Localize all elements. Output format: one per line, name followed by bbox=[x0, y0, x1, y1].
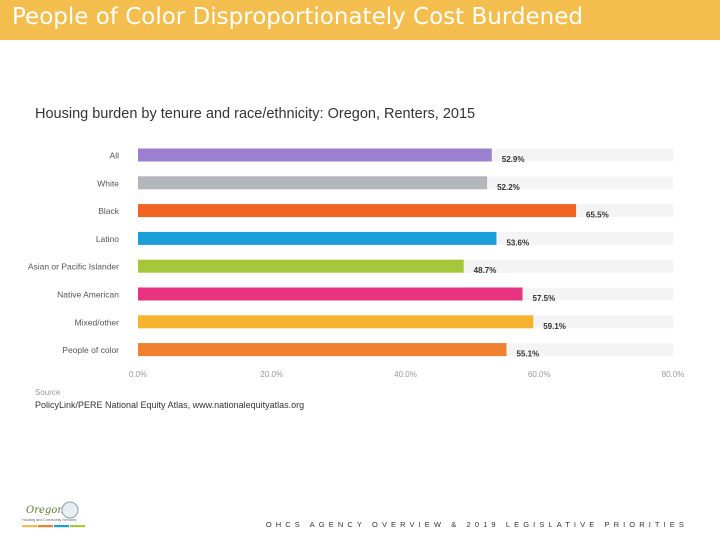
bar bbox=[138, 231, 497, 245]
x-tick-label: 80.0% bbox=[662, 370, 685, 379]
value-label: 53.6% bbox=[506, 238, 529, 247]
footer-text: OHCS AGENCY OVERVIEW & 2019 LEGISLATIVE … bbox=[265, 520, 688, 529]
bar bbox=[138, 204, 577, 218]
category-label: White bbox=[97, 178, 119, 188]
source-label: Source bbox=[35, 388, 61, 397]
bar bbox=[138, 148, 492, 162]
value-label: 59.1% bbox=[543, 322, 566, 331]
x-tick-label: 0.0% bbox=[129, 370, 147, 379]
header-bar: People of Color Disproportionately Cost … bbox=[0, 0, 720, 40]
bar bbox=[138, 287, 523, 301]
svg-text:Housing and Community Services: Housing and Community Services bbox=[22, 518, 76, 522]
value-label: 57.5% bbox=[533, 294, 556, 303]
bar bbox=[138, 343, 507, 357]
category-label: Latino bbox=[96, 234, 119, 244]
value-label: 48.7% bbox=[474, 266, 497, 275]
bar bbox=[138, 259, 464, 273]
svg-text:Oregon: Oregon bbox=[26, 505, 64, 516]
value-label: 55.1% bbox=[516, 350, 539, 359]
value-label: 52.2% bbox=[497, 183, 520, 192]
oregon-housing-logo: Oregon Housing and Community Services bbox=[22, 501, 85, 528]
source-text: PolicyLink/PERE National Equity Atlas, w… bbox=[35, 400, 305, 410]
chart-title: Housing burden by tenure and race/ethnic… bbox=[35, 106, 476, 122]
category-label: Mixed/other bbox=[75, 317, 120, 327]
value-label: 65.5% bbox=[586, 211, 609, 220]
x-tick-label: 20.0% bbox=[260, 370, 283, 379]
value-label: 52.9% bbox=[502, 155, 525, 164]
x-tick-label: 40.0% bbox=[394, 370, 417, 379]
category-label: Asian or Pacific Islander bbox=[28, 262, 119, 272]
x-tick-label: 60.0% bbox=[528, 370, 551, 379]
page-title: People of Color Disproportionately Cost … bbox=[12, 4, 583, 30]
bar bbox=[138, 315, 534, 329]
category-label: People of color bbox=[62, 345, 119, 355]
bar bbox=[138, 176, 488, 190]
category-label: Native American bbox=[57, 290, 119, 300]
category-label: All bbox=[110, 151, 120, 161]
bar-chart: All 52.9% White 52.2% Black 65.5% Latino 53.6% A… bbox=[28, 148, 685, 379]
category-label: Black bbox=[98, 206, 120, 216]
